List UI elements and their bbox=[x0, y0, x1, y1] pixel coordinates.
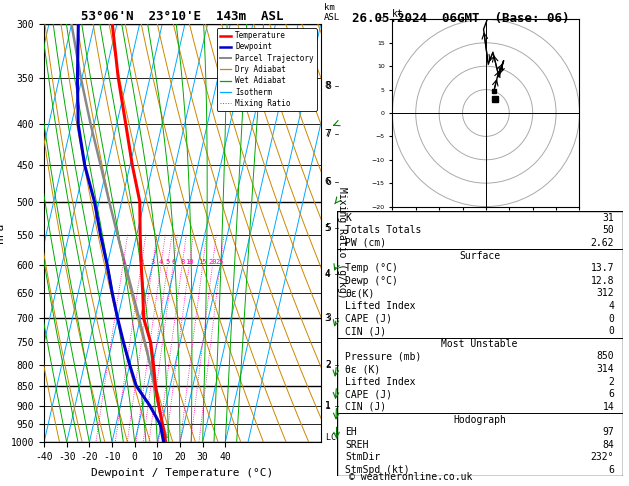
Text: 2: 2 bbox=[325, 360, 331, 370]
Text: Pressure (mb): Pressure (mb) bbox=[345, 351, 421, 362]
X-axis label: Dewpoint / Temperature (°C): Dewpoint / Temperature (°C) bbox=[91, 468, 274, 478]
Text: 5: 5 bbox=[325, 224, 331, 233]
Text: 312: 312 bbox=[596, 288, 614, 298]
Text: 1: 1 bbox=[325, 400, 331, 411]
Text: 314: 314 bbox=[596, 364, 614, 374]
Text: 6: 6 bbox=[325, 177, 330, 186]
Text: CAPE (J): CAPE (J) bbox=[345, 313, 392, 324]
Text: 4: 4 bbox=[608, 301, 614, 311]
Text: Surface: Surface bbox=[459, 251, 500, 260]
Text: 13.7: 13.7 bbox=[591, 263, 614, 273]
Legend: Temperature, Dewpoint, Parcel Trajectory, Dry Adiabat, Wet Adiabat, Isotherm, Mi: Temperature, Dewpoint, Parcel Trajectory… bbox=[217, 28, 317, 111]
Text: © weatheronline.co.uk: © weatheronline.co.uk bbox=[349, 472, 472, 482]
Text: CIN (J): CIN (J) bbox=[345, 326, 386, 336]
Text: 8: 8 bbox=[325, 81, 331, 91]
Text: 14: 14 bbox=[603, 402, 614, 412]
Text: 3: 3 bbox=[325, 314, 330, 323]
Text: 6: 6 bbox=[171, 259, 175, 265]
Text: 6: 6 bbox=[608, 389, 614, 399]
Text: 0: 0 bbox=[608, 313, 614, 324]
Text: 1: 1 bbox=[325, 401, 330, 410]
Text: θε(K): θε(K) bbox=[345, 288, 374, 298]
Text: 2: 2 bbox=[608, 377, 614, 387]
Text: 2: 2 bbox=[325, 360, 330, 369]
Text: 4: 4 bbox=[325, 269, 331, 279]
Text: 31: 31 bbox=[603, 213, 614, 223]
Text: 850: 850 bbox=[596, 351, 614, 362]
Text: 15: 15 bbox=[198, 259, 207, 265]
Text: PW (cm): PW (cm) bbox=[345, 238, 386, 248]
FancyBboxPatch shape bbox=[337, 211, 623, 476]
Text: 4: 4 bbox=[325, 270, 330, 278]
Text: 7: 7 bbox=[325, 129, 331, 139]
Text: kt: kt bbox=[392, 9, 404, 18]
Text: EH: EH bbox=[345, 427, 357, 437]
Text: 7: 7 bbox=[325, 129, 330, 138]
Text: LCL: LCL bbox=[321, 433, 341, 441]
Text: 8: 8 bbox=[325, 81, 330, 90]
Text: 3: 3 bbox=[150, 259, 155, 265]
Text: 10: 10 bbox=[185, 259, 194, 265]
Text: Most Unstable: Most Unstable bbox=[442, 339, 518, 349]
Text: Temp (°C): Temp (°C) bbox=[345, 263, 398, 273]
Text: Dewp (°C): Dewp (°C) bbox=[345, 276, 398, 286]
Text: 2.62: 2.62 bbox=[591, 238, 614, 248]
Text: Lifted Index: Lifted Index bbox=[345, 301, 416, 311]
Text: CIN (J): CIN (J) bbox=[345, 402, 386, 412]
Y-axis label: hPa: hPa bbox=[0, 223, 5, 243]
Text: Lifted Index: Lifted Index bbox=[345, 377, 416, 387]
Text: 5: 5 bbox=[165, 259, 170, 265]
Text: 8: 8 bbox=[180, 259, 184, 265]
Text: 26.05.2024  06GMT  (Base: 06): 26.05.2024 06GMT (Base: 06) bbox=[352, 12, 570, 25]
Text: Totals Totals: Totals Totals bbox=[345, 226, 421, 235]
Text: km
ASL: km ASL bbox=[323, 3, 340, 22]
Text: StmDir: StmDir bbox=[345, 452, 381, 462]
Text: 1: 1 bbox=[121, 259, 125, 265]
Text: 84: 84 bbox=[603, 440, 614, 450]
Text: 5: 5 bbox=[325, 224, 330, 233]
Text: 0: 0 bbox=[608, 326, 614, 336]
Text: 20: 20 bbox=[208, 259, 217, 265]
Text: CAPE (J): CAPE (J) bbox=[345, 389, 392, 399]
Text: 2: 2 bbox=[139, 259, 143, 265]
Text: 6: 6 bbox=[608, 465, 614, 475]
Text: 6: 6 bbox=[325, 176, 331, 187]
Text: SREH: SREH bbox=[345, 440, 369, 450]
Text: 4: 4 bbox=[159, 259, 163, 265]
Title: 53°06'N  23°10'E  143m  ASL: 53°06'N 23°10'E 143m ASL bbox=[81, 10, 284, 23]
Text: Mixing Ratio (g/kg): Mixing Ratio (g/kg) bbox=[337, 187, 347, 299]
Text: 25: 25 bbox=[216, 259, 225, 265]
Text: 12.8: 12.8 bbox=[591, 276, 614, 286]
Text: 232°: 232° bbox=[591, 452, 614, 462]
Text: 50: 50 bbox=[603, 226, 614, 235]
Text: 97: 97 bbox=[603, 427, 614, 437]
Text: Hodograph: Hodograph bbox=[453, 415, 506, 425]
Text: StmSpd (kt): StmSpd (kt) bbox=[345, 465, 409, 475]
Text: 3: 3 bbox=[325, 313, 331, 324]
Text: K: K bbox=[345, 213, 351, 223]
Text: θε (K): θε (K) bbox=[345, 364, 381, 374]
